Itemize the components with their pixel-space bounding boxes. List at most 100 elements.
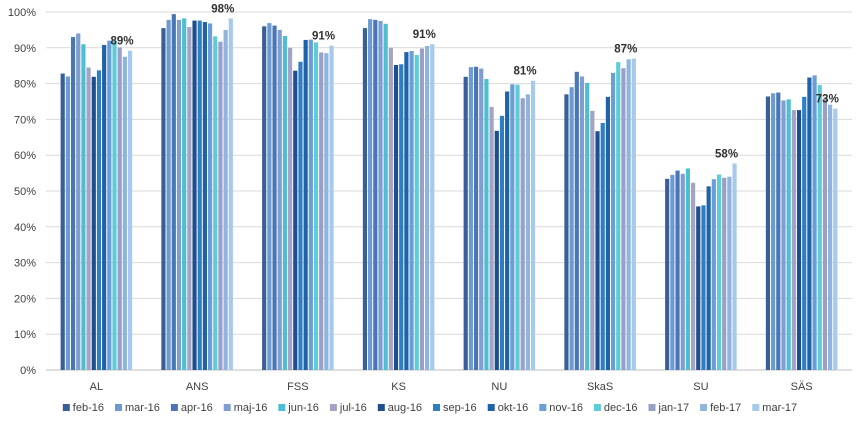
y-tick-label: 10% bbox=[14, 329, 36, 341]
bar bbox=[828, 104, 833, 370]
bar bbox=[812, 75, 817, 371]
bar bbox=[303, 39, 308, 371]
legend-swatch bbox=[752, 404, 760, 411]
legend-label: okt-16 bbox=[498, 402, 529, 414]
bar bbox=[473, 66, 479, 371]
bar bbox=[319, 52, 324, 370]
bar bbox=[399, 64, 404, 371]
bar bbox=[595, 131, 600, 370]
bar bbox=[585, 82, 590, 370]
bar bbox=[112, 41, 117, 370]
bar bbox=[414, 54, 419, 371]
y-tick-label: 30% bbox=[14, 258, 36, 270]
legend-label: apr-16 bbox=[181, 402, 213, 414]
bar bbox=[680, 173, 685, 370]
bar bbox=[228, 18, 233, 370]
bar bbox=[489, 106, 494, 371]
legend-swatch bbox=[223, 404, 231, 411]
bar bbox=[298, 61, 303, 370]
x-category-label: ANS bbox=[186, 381, 209, 393]
bar bbox=[383, 23, 388, 371]
bar bbox=[277, 29, 282, 371]
legend-label: jan-17 bbox=[658, 402, 690, 414]
x-axis-categories: AL ANS FSS KS NU SkaS SU SÄS bbox=[90, 381, 813, 393]
x-category-label: AL bbox=[90, 381, 103, 393]
bar bbox=[223, 29, 228, 371]
bar bbox=[378, 20, 383, 370]
bar bbox=[621, 68, 626, 371]
bar bbox=[127, 50, 133, 370]
legend-label: aug-16 bbox=[388, 402, 422, 414]
legend-item: apr-16 bbox=[170, 402, 213, 414]
legend-label: mar-17 bbox=[762, 402, 797, 414]
bar bbox=[368, 19, 373, 370]
bar bbox=[569, 87, 574, 371]
bar bbox=[107, 40, 112, 370]
legend-item: jul-16 bbox=[329, 402, 367, 414]
bar bbox=[293, 70, 298, 371]
bar bbox=[610, 72, 616, 371]
legend-swatch bbox=[648, 404, 656, 411]
data-label: 91% bbox=[413, 29, 436, 41]
bar bbox=[520, 98, 525, 370]
legend-item: mar-17 bbox=[752, 402, 797, 414]
y-axis-ticks: 0% 10% 20% 30% 40% 50% 60% 70% 80% 90% 100% bbox=[8, 7, 36, 377]
x-category-label: FSS bbox=[287, 381, 308, 393]
bar bbox=[696, 206, 701, 370]
bar bbox=[207, 23, 213, 371]
bar bbox=[791, 110, 796, 370]
bar bbox=[675, 170, 680, 370]
legend: feb-16 mar-16 apr-16 maj-16 jun-16 jul-16 aug-… bbox=[62, 402, 797, 414]
y-tick-label: 80% bbox=[14, 79, 36, 91]
y-tick-label: 40% bbox=[14, 222, 36, 234]
legend-item: jun-16 bbox=[278, 402, 319, 414]
bar bbox=[187, 27, 192, 370]
y-tick-label: 50% bbox=[14, 186, 36, 198]
data-label: 81% bbox=[514, 66, 537, 78]
legend-swatch bbox=[377, 404, 385, 411]
bar bbox=[822, 98, 828, 370]
bar bbox=[393, 64, 399, 370]
x-category-label: NU bbox=[491, 381, 507, 393]
bar bbox=[122, 56, 127, 370]
bar bbox=[494, 130, 499, 370]
data-label: 87% bbox=[614, 44, 637, 56]
bar bbox=[96, 70, 102, 370]
y-tick-label: 20% bbox=[14, 293, 36, 305]
bar bbox=[499, 115, 505, 370]
x-category-label: SÄS bbox=[791, 381, 813, 393]
x-category-label: SU bbox=[693, 381, 708, 393]
legend-label: feb-16 bbox=[73, 402, 104, 414]
bar bbox=[70, 37, 76, 371]
x-category-label: KS bbox=[391, 381, 406, 393]
bar bbox=[616, 62, 621, 371]
legend-label: jun-16 bbox=[287, 402, 319, 414]
bar bbox=[701, 205, 706, 370]
bar bbox=[600, 122, 605, 370]
bar bbox=[722, 177, 727, 370]
bar bbox=[484, 78, 489, 370]
legend-swatch bbox=[115, 404, 122, 411]
bar bbox=[171, 14, 176, 371]
legend-item: feb-16 bbox=[62, 402, 104, 414]
legend-label: maj-16 bbox=[234, 402, 268, 414]
bar bbox=[665, 178, 670, 370]
bar bbox=[479, 68, 484, 370]
bar bbox=[324, 53, 329, 371]
bar bbox=[76, 33, 81, 370]
bar bbox=[765, 96, 771, 371]
bar bbox=[404, 52, 409, 370]
data-label: 98% bbox=[211, 3, 234, 15]
bar bbox=[308, 39, 313, 370]
legend-swatch bbox=[700, 404, 708, 411]
bar bbox=[579, 76, 585, 370]
bar bbox=[425, 46, 430, 370]
data-label: 73% bbox=[816, 94, 839, 106]
bar bbox=[86, 67, 91, 371]
legend-swatch bbox=[539, 404, 547, 411]
bar bbox=[288, 47, 293, 371]
x-category-label: SkaS bbox=[587, 381, 613, 393]
y-tick-label: 100% bbox=[8, 7, 36, 19]
bar bbox=[776, 92, 781, 371]
